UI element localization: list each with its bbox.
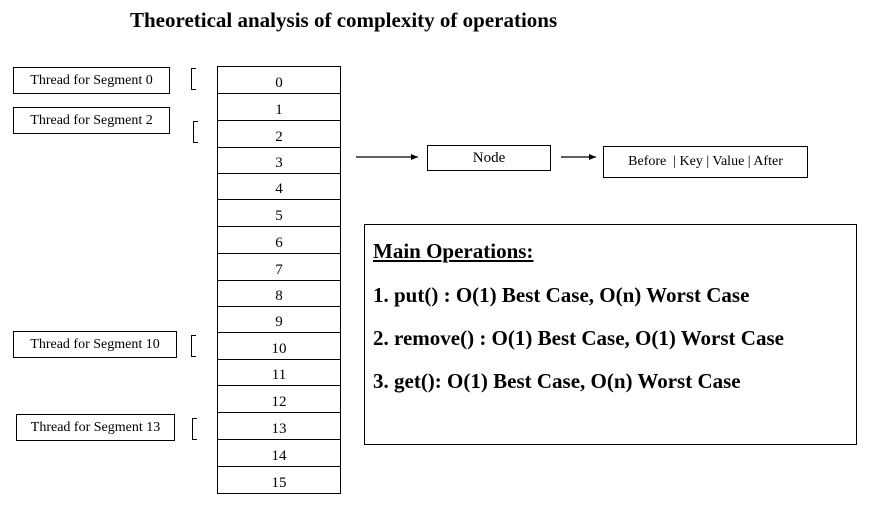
bracket-segment-10 [191,335,196,357]
main-operations-box: Main Operations: 1. put() : O(1) Best Ca… [364,224,857,445]
segment-cell-1: 1 [217,93,341,121]
segment-cell-label: 4 [275,181,283,197]
segment-cell-label: 8 [275,288,283,304]
segment-cell-label: 12 [271,394,287,410]
segment-cell-label: 6 [275,235,283,251]
segment-cell-label: 0 [275,75,283,91]
operation-get: 3. get(): O(1) Best Case, O(n) Worst Cas… [373,369,741,393]
page-title: Theoretical analysis of complexity of op… [130,8,558,32]
thread-label-segment-2: Thread for Segment 2 [13,107,170,134]
segment-cell-10: 10 [217,332,341,360]
bracket-segment-13 [192,418,197,440]
segment-cell-label: 1 [275,102,283,118]
segment-cell-label: 14 [271,448,287,464]
segment-cell-label: 9 [275,314,283,330]
segment-cell-label: 15 [271,475,287,491]
entry-structure-box: Before | Key | Value | After [603,146,808,178]
segment-cell-6: 6 [217,226,341,254]
operation-put: 1. put() : O(1) Best Case, O(n) Worst Ca… [373,283,750,307]
operation-remove: 2. remove() : O(1) Best Case, O(1) Worst… [373,326,784,350]
segment-cell-label: 11 [271,367,287,383]
segment-cell-15: 15 [217,466,341,494]
segment-cell-label: 2 [275,129,283,145]
thread-label-segment-10: Thread for Segment 10 [13,331,177,358]
segment-cell-14: 14 [217,439,341,467]
segment-cell-label: 3 [275,155,283,171]
segment-cell-3: 3 [217,147,341,174]
node-box: Node [427,145,551,171]
operations-heading: Main Operations: [373,239,534,263]
bracket-segment-2 [193,121,198,143]
segment-array: 0 1 2 3 4 5 6 7 8 9 10 11 12 13 14 15 [217,66,341,494]
segment-cell-13: 13 [217,412,341,440]
segment-cell-label: 5 [275,208,283,224]
segment-cell-2: 2 [217,120,341,148]
segment-cell-label: 13 [271,421,287,437]
segment-cell-label: 10 [271,341,287,357]
segment-cell-label: 7 [275,262,283,278]
segment-cell-7: 7 [217,253,341,281]
bracket-segment-0 [191,68,196,90]
thread-label-segment-0: Thread for Segment 0 [13,67,170,94]
thread-label-segment-13: Thread for Segment 13 [16,414,175,441]
